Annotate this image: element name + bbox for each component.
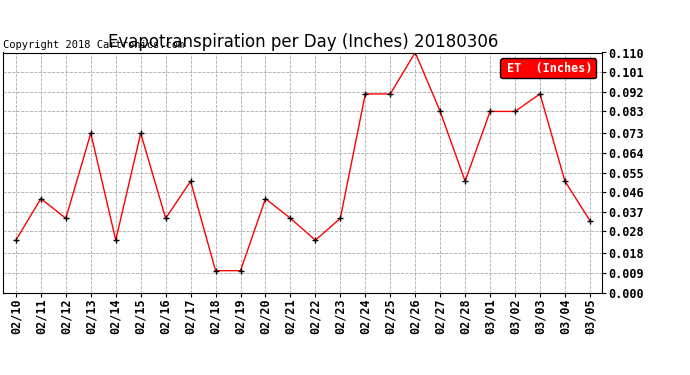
- Legend: ET  (Inches): ET (Inches): [500, 58, 596, 78]
- Text: Copyright 2018 Cartronics.com: Copyright 2018 Cartronics.com: [3, 40, 185, 50]
- Title: Evapotranspiration per Day (Inches) 20180306: Evapotranspiration per Day (Inches) 2018…: [108, 33, 498, 51]
